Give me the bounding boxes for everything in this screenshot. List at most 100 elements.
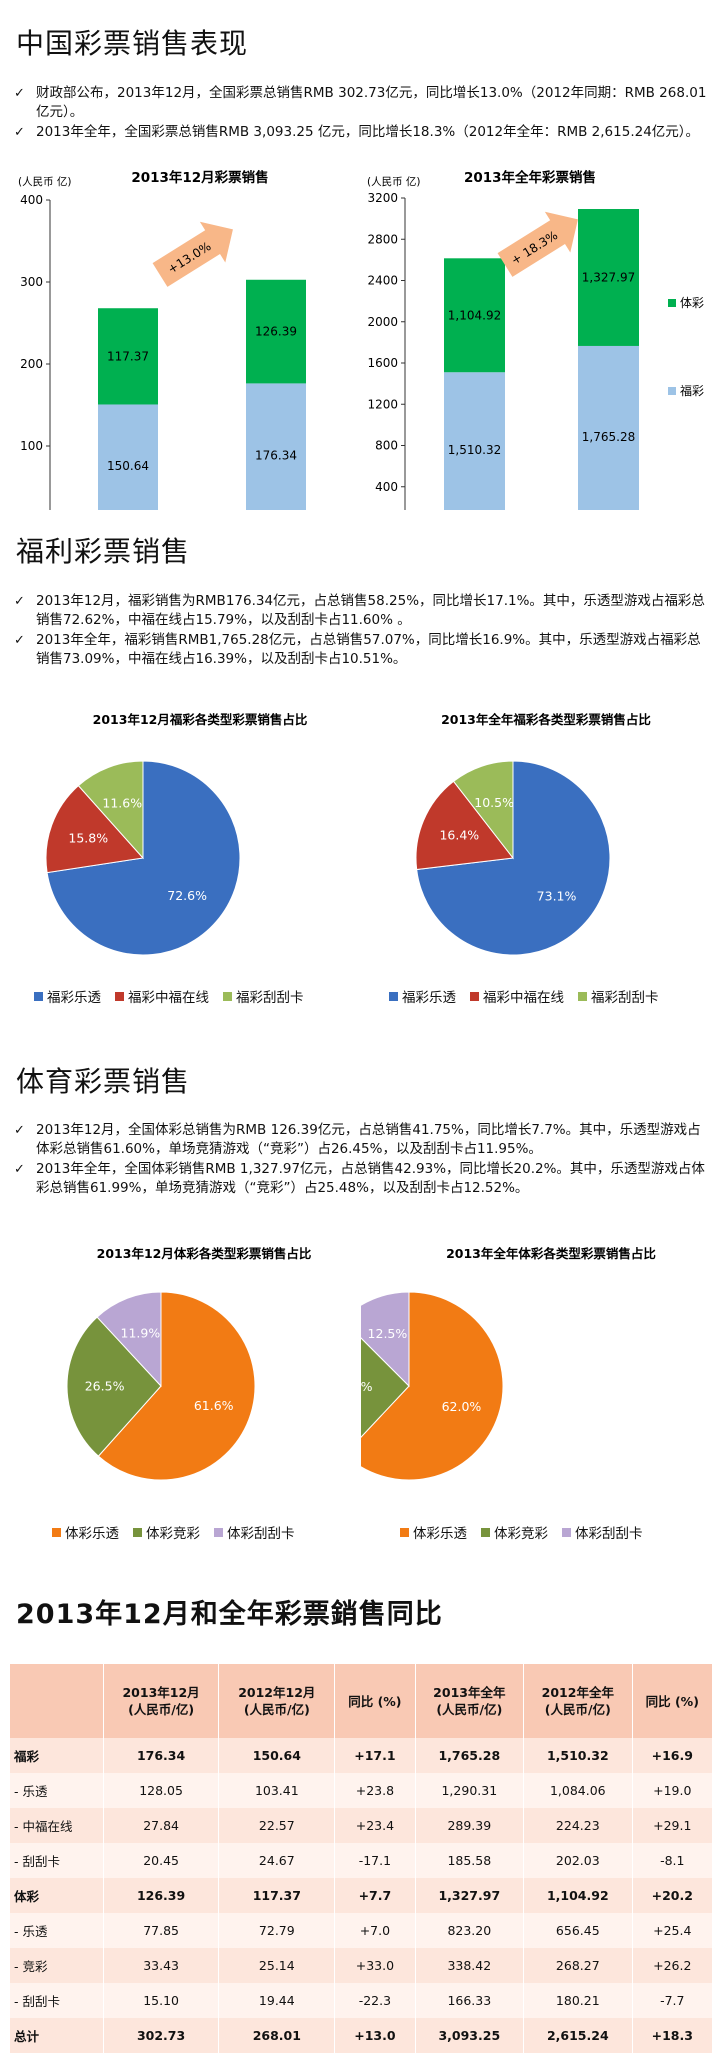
y-axis-label: (人民币 亿): [367, 175, 421, 188]
table-cell: +33.0: [334, 1948, 416, 1983]
table-cell: 103.41: [218, 1773, 336, 1808]
bar-value-label: 1,765.28: [582, 430, 635, 444]
legend-item: 福彩中福在线: [115, 986, 209, 1006]
table-cell: 126.39: [103, 1878, 220, 1913]
chart-title: 2013年12月彩票销售: [131, 169, 268, 186]
growth-arrow-shape: [497, 211, 578, 277]
table-row: - 竞彩 33.43 25.14 +33.0 338.42 268.27 +26.2: [10, 1948, 714, 1983]
column-header: 2012年全年 (人民币/亿): [523, 1664, 633, 1738]
table-cell: +26.2: [632, 1948, 714, 1983]
chart-title: 2013年全年彩票销售: [464, 169, 596, 186]
y-tick-label: 2400: [367, 274, 398, 288]
pie-slice: [96, 1291, 162, 1388]
legend-swatch: [133, 1527, 142, 1537]
pie-slice: [452, 760, 514, 860]
table-cell: - 中福在线: [10, 1808, 104, 1843]
bullet: 2013年全年，福彩销售RMB1,765.28亿元，占总销售57.07%，同比增…: [10, 631, 710, 669]
chart-title: 2013年全年体彩各类型彩票销售占比: [446, 1246, 656, 1261]
table-cell: +7.7: [334, 1878, 416, 1913]
table-cell: 2,615.24: [523, 2018, 633, 2053]
table-cell: -17.1: [334, 1843, 416, 1878]
legend-welfare-monthly: 福彩乐透 福彩中福在线 福彩刮刮卡: [34, 986, 304, 1006]
y-tick-label: 1600: [367, 356, 398, 370]
y-tick-label: 300: [20, 275, 43, 289]
table-cell: 166.33: [415, 1983, 525, 2018]
legend-label: 福彩中福在线: [483, 990, 564, 1006]
bullet: 2013年全年，全国体彩销售RMB 1,327.97亿元，占总销售42.93%，…: [10, 1160, 710, 1198]
table-cell: 1,104.92: [523, 1878, 633, 1913]
legend-swatch: [470, 991, 479, 1001]
legend-swatch: [668, 387, 676, 395]
table-row: - 中福在线 27.84 22.57 +23.4 289.39 224.23 +29.1: [10, 1808, 714, 1843]
legend-swatch: [578, 991, 587, 1001]
legend-item: 福彩刮刮卡: [223, 986, 304, 1006]
table-cell: 1,290.31: [415, 1773, 525, 1808]
legend-item: 体彩竞彩: [133, 1522, 200, 1542]
bar: [444, 372, 505, 510]
bullet: 2013年全年，全国彩票总销售RMB 3,093.25 亿元，同比增长18.3%…: [10, 123, 710, 142]
legend-label: 体彩竞彩: [146, 1526, 200, 1542]
table-cell: 77.85: [103, 1913, 220, 1948]
table-cell: 总计: [10, 2018, 104, 2053]
table-cell: -8.1: [632, 1843, 714, 1878]
legend-swatch: [562, 1527, 571, 1537]
table-cell: +17.1: [334, 1738, 416, 1773]
table-cell: 72.79: [218, 1913, 336, 1948]
bar-chart-annual: 2013年全年彩票销售(人民币 亿)0400800120016002000240…: [367, 169, 704, 510]
table-cell: +19.0: [632, 1773, 714, 1808]
slice-label: 73.1%: [537, 889, 577, 904]
table-cell: 224.23: [523, 1808, 633, 1843]
table-cell: - 乐透: [10, 1773, 104, 1808]
table-cell: 15.10: [103, 1983, 220, 2018]
pie-slice: [361, 1291, 410, 1388]
bullet: 财政部公布，2013年12月，全国彩票总销售RMB 302.73亿元，同比增长1…: [10, 84, 710, 122]
column-header: [10, 1664, 104, 1738]
table-cell: 33.43: [103, 1948, 220, 1983]
table-cell: 128.05: [103, 1773, 220, 1808]
legend-label: 体彩乐透: [65, 1526, 119, 1542]
pie-slice: [66, 1316, 162, 1457]
table-cell: - 刮刮卡: [10, 1843, 104, 1878]
table-cell: +20.2: [632, 1878, 714, 1913]
y-tick-label: 2800: [367, 232, 398, 246]
table-cell: 1,765.28: [415, 1738, 525, 1773]
bar: [98, 404, 158, 510]
table-row: - 刮刮卡 20.45 24.67 -17.1 185.58 202.03 -8.1: [10, 1843, 714, 1878]
chart-title: 2013年12月福彩各类型彩票销售占比: [93, 712, 308, 727]
pie-slice: [45, 784, 144, 874]
column-header: 2013年全年 (人民币/亿): [415, 1664, 525, 1738]
y-tick-label: 400: [375, 480, 398, 494]
table-cell: 823.20: [415, 1913, 525, 1948]
table-cell: 27.84: [103, 1808, 220, 1843]
chart-title: 2013年全年福彩各类型彩票销售占比: [441, 712, 651, 727]
bar: [444, 258, 505, 373]
slice-label: 72.6%: [167, 888, 207, 903]
pie-slice: [77, 760, 144, 860]
section3-bullets: 2013年12月，全国体彩总销售为RMB 126.39亿元，占总销售41.75%…: [10, 1121, 710, 1199]
column-header: 2012年12月 (人民币/亿): [218, 1664, 336, 1738]
table-cell: 25.14: [218, 1948, 336, 1983]
bar: [246, 279, 306, 384]
table-row: - 乐透 128.05 103.41 +23.8 1,290.31 1,084.06 +19…: [10, 1773, 714, 1808]
legend-sports-monthly: 体彩乐透 体彩竞彩 体彩刮刮卡: [52, 1522, 295, 1542]
legend-swatch: [400, 1527, 409, 1537]
legend-item: 福彩乐透: [389, 986, 456, 1006]
table-cell: 体彩: [10, 1878, 104, 1913]
bar: [578, 345, 639, 510]
pie-chart-sports-annual: 2013年全年体彩各类型彩票销售占比 62.0% 25.5% 12.5%: [361, 1246, 656, 1481]
legend-item: 福彩乐透: [34, 986, 101, 1006]
legend-swatch: [214, 1527, 223, 1537]
y-tick-label: 3200: [367, 191, 398, 205]
table-cell: +23.4: [334, 1808, 416, 1843]
table-cell: 180.21: [523, 1983, 633, 2018]
table-cell: 185.58: [415, 1843, 525, 1878]
slice-label: 62.0%: [442, 1399, 482, 1414]
table-cell: +16.9: [632, 1738, 714, 1773]
growth-arrow-shape: [152, 221, 233, 287]
table-cell: - 刮刮卡: [10, 1983, 104, 2018]
table-cell: 1,084.06: [523, 1773, 633, 1808]
growth-arrow: +13.0%: [152, 221, 233, 287]
pie-slice: [361, 1291, 504, 1481]
table-cell: 656.45: [523, 1913, 633, 1948]
slice-label: 12.5%: [368, 1326, 408, 1341]
